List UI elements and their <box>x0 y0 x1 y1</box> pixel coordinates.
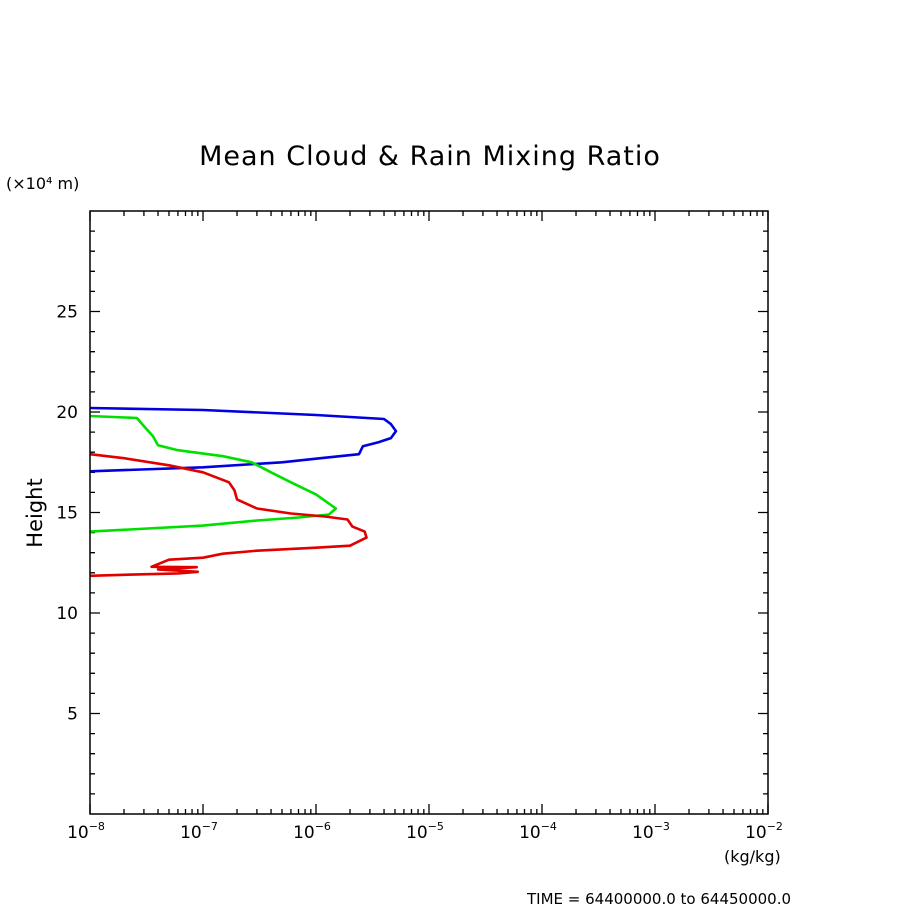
series-line-2 <box>89 414 338 533</box>
y-tick-label: 20 <box>56 403 78 423</box>
y-tick-label: 10 <box>56 604 78 624</box>
axis-ticks <box>89 211 769 814</box>
y-tick-label: 5 <box>67 705 78 725</box>
tick-marks <box>89 211 769 814</box>
series-line-1 <box>89 406 398 473</box>
x-axis-unit: (kg/kg) <box>724 847 781 866</box>
chart-title: Mean Cloud & Rain Mixing Ratio <box>199 141 661 172</box>
plot-frame <box>89 210 769 815</box>
x-tick-label: 10−4 <box>519 820 557 843</box>
y-tick-labels: 5 10 15 20 25 <box>56 303 78 725</box>
x-tick-label: 10−6 <box>293 820 331 843</box>
x-tick-labels: 10−8 10−7 10−6 10−5 10−4 10−3 10−2 <box>67 820 783 843</box>
y-axis-unit: (×10⁴ m) <box>6 174 79 193</box>
series-group <box>89 406 398 578</box>
y-tick-label: 15 <box>56 504 78 524</box>
y-tick-label: 25 <box>56 303 78 323</box>
x-tick-label: 10−7 <box>180 820 218 843</box>
y-axis-label: Height <box>23 478 47 547</box>
x-tick-label: 10−5 <box>406 820 444 843</box>
time-range-label: TIME = 64400000.0 to 64450000.0 <box>526 890 791 904</box>
x-tick-label: 10−3 <box>632 820 670 843</box>
x-tick-label: 10−8 <box>67 820 105 843</box>
x-tick-label: 10−2 <box>745 820 783 843</box>
series-line-3 <box>89 452 368 578</box>
